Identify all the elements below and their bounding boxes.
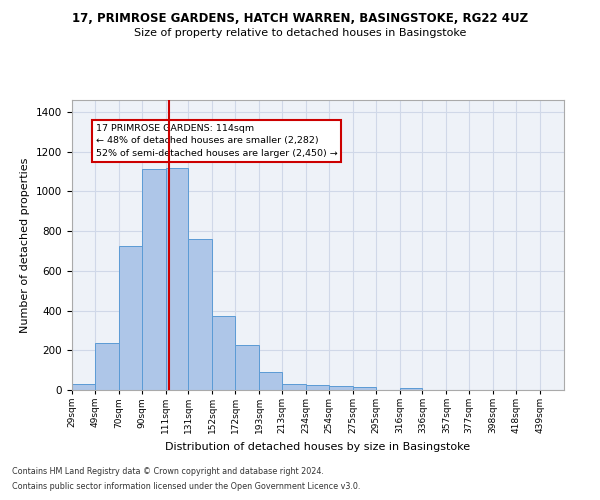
Bar <box>119 246 142 390</box>
Bar <box>212 316 235 390</box>
Text: Size of property relative to detached houses in Basingstoke: Size of property relative to detached ho… <box>134 28 466 38</box>
Bar <box>259 372 282 390</box>
Bar <box>400 388 422 390</box>
X-axis label: Distribution of detached houses by size in Basingstoke: Distribution of detached houses by size … <box>166 442 470 452</box>
Text: 17, PRIMROSE GARDENS, HATCH WARREN, BASINGSTOKE, RG22 4UZ: 17, PRIMROSE GARDENS, HATCH WARREN, BASI… <box>72 12 528 26</box>
Bar <box>353 387 376 390</box>
Bar <box>142 168 166 390</box>
Bar <box>72 384 95 390</box>
Text: Contains public sector information licensed under the Open Government Licence v3: Contains public sector information licen… <box>12 482 361 491</box>
Text: Contains HM Land Registry data © Crown copyright and database right 2024.: Contains HM Land Registry data © Crown c… <box>12 467 324 476</box>
Bar <box>166 168 188 390</box>
Bar <box>306 385 329 390</box>
Bar <box>95 344 119 390</box>
Y-axis label: Number of detached properties: Number of detached properties <box>20 158 31 332</box>
Bar <box>235 346 259 390</box>
Bar <box>329 386 353 390</box>
Bar <box>282 384 306 390</box>
Text: 17 PRIMROSE GARDENS: 114sqm
← 48% of detached houses are smaller (2,282)
52% of : 17 PRIMROSE GARDENS: 114sqm ← 48% of det… <box>96 124 338 158</box>
Bar <box>188 239 212 390</box>
